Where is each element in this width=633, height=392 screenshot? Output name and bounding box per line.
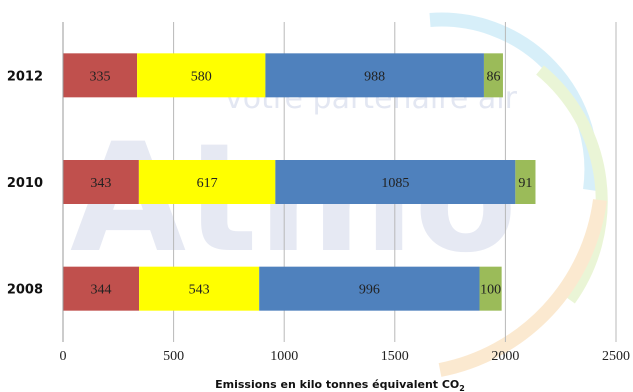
watermark-arc-blue xyxy=(429,12,599,191)
x-axis-label-main: Emissions en kilo tonnes équivalent CO xyxy=(215,378,459,391)
x-tick-label-500: 500 xyxy=(163,349,184,364)
bar-2008-segment-2 xyxy=(139,266,260,311)
bar-label-2010-segment-1: 343 xyxy=(90,176,111,191)
bar-label-2012-segment-4: 86 xyxy=(486,69,500,84)
bar-label-2012-segment-3: 988 xyxy=(364,69,385,84)
bar-2010-segment-4 xyxy=(515,160,536,204)
bar-label-2010-segment-4: 91 xyxy=(518,176,532,191)
category-labels: 2012 2010 2008 xyxy=(7,69,43,297)
bar-label-2008-segment-1: 344 xyxy=(91,283,112,298)
bar-2010-segment-2 xyxy=(138,160,276,204)
bar-2008-segment-1 xyxy=(63,266,140,311)
x-tick-label-2500: 2500 xyxy=(602,349,630,364)
bar-label-2012-segment-2: 580 xyxy=(191,69,212,84)
category-label-2012: 2012 xyxy=(7,69,43,84)
category-label-2008: 2008 xyxy=(7,283,43,298)
bar-2012-segment-2 xyxy=(137,53,266,98)
bars: 335 580 988 86 343 617 1085 91 344 543 996 100 xyxy=(63,53,536,311)
bar-2012-segment-1 xyxy=(63,53,138,98)
bar-2012-segment-3 xyxy=(265,53,484,98)
bar-label-2010-segment-2: 617 xyxy=(197,176,218,191)
bar-label-2008-segment-2: 543 xyxy=(189,283,210,298)
x-tick-label-1000: 1000 xyxy=(270,349,298,364)
bar-2008-segment-3 xyxy=(259,266,480,311)
x-tick-label-0: 0 xyxy=(60,349,67,364)
category-label-2010: 2010 xyxy=(7,176,43,191)
watermark-arc-green xyxy=(536,65,608,304)
x-tick-label-2000: 2000 xyxy=(491,349,519,364)
x-tick-label-1500: 1500 xyxy=(381,349,409,364)
x-axis-ticks: 0 500 1000 1500 2000 2500 xyxy=(60,349,631,364)
bar-2010-segment-3 xyxy=(275,160,516,204)
bar-label-2008-segment-4: 100 xyxy=(480,283,501,298)
bar-label-2012-segment-1: 335 xyxy=(90,69,111,84)
bar-2012-segment-4 xyxy=(483,53,503,98)
bar-label-2010-segment-3: 1085 xyxy=(381,176,409,191)
bar-label-2008-segment-3: 996 xyxy=(359,283,380,298)
bar-2008-segment-4 xyxy=(479,266,502,311)
x-axis-label-subscript: 2 xyxy=(459,384,465,392)
x-axis-label: Emissions en kilo tonnes équivalent CO2 xyxy=(215,378,465,392)
watermark-arc-orange xyxy=(438,199,607,377)
bar-2010-segment-1 xyxy=(63,160,139,204)
